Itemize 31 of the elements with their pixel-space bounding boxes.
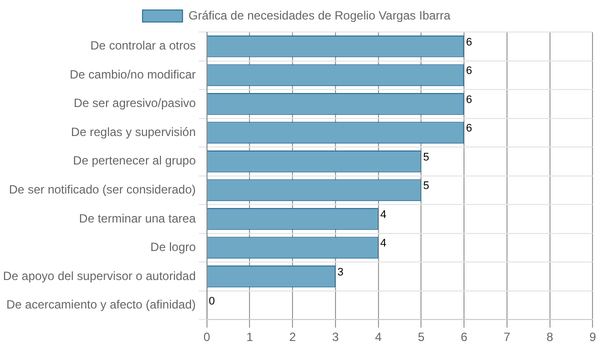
y-tick-label: De reglas y supervisión xyxy=(71,124,196,139)
data-label: 6 xyxy=(466,65,472,78)
x-tick-label: 9 xyxy=(589,330,596,344)
data-label: 3 xyxy=(337,266,344,278)
y-tick-label: De terminar una tarea xyxy=(79,211,196,226)
y-tick-label: De ser notificado (ser considerado) xyxy=(9,182,196,196)
y-tick-label: De acercamiento y afecto (afinidad) xyxy=(6,298,196,312)
x-tick-label: 4 xyxy=(374,330,382,344)
data-label: 4 xyxy=(380,208,386,221)
x-tick-label: 1 xyxy=(246,330,254,344)
x-tick-label: 5 xyxy=(418,330,425,344)
legend-label: Gráfica de necesidades de Rogelio Vargas Ibarra xyxy=(188,8,451,22)
x-tick-label: 3 xyxy=(332,330,340,344)
x-tick-label: 0 xyxy=(203,330,210,344)
data-label: 5 xyxy=(423,151,430,164)
y-tick-label: De controlar a otros xyxy=(90,38,196,53)
x-tick-label: 2 xyxy=(289,330,296,344)
data-label: 6 xyxy=(466,36,472,48)
y-tick-label: De pertenecer al grupo xyxy=(73,154,196,168)
y-tick-label: De apoyo del supervisor o autoridad xyxy=(2,268,196,283)
data-label: 6 xyxy=(466,94,472,106)
y-tick-label: De cambio/no modificar xyxy=(70,67,196,82)
x-tick-label: 6 xyxy=(460,330,468,344)
x-tick-label: 8 xyxy=(546,330,554,344)
y-tick-label: De ser agresivo/pasivo xyxy=(74,96,196,110)
data-label: 6 xyxy=(466,122,472,135)
data-label: 4 xyxy=(380,238,386,250)
data-label: 5 xyxy=(423,180,430,192)
y-tick-label: De logro xyxy=(150,240,196,254)
x-tick-label: 7 xyxy=(504,330,511,344)
data-label: 0 xyxy=(208,295,215,308)
